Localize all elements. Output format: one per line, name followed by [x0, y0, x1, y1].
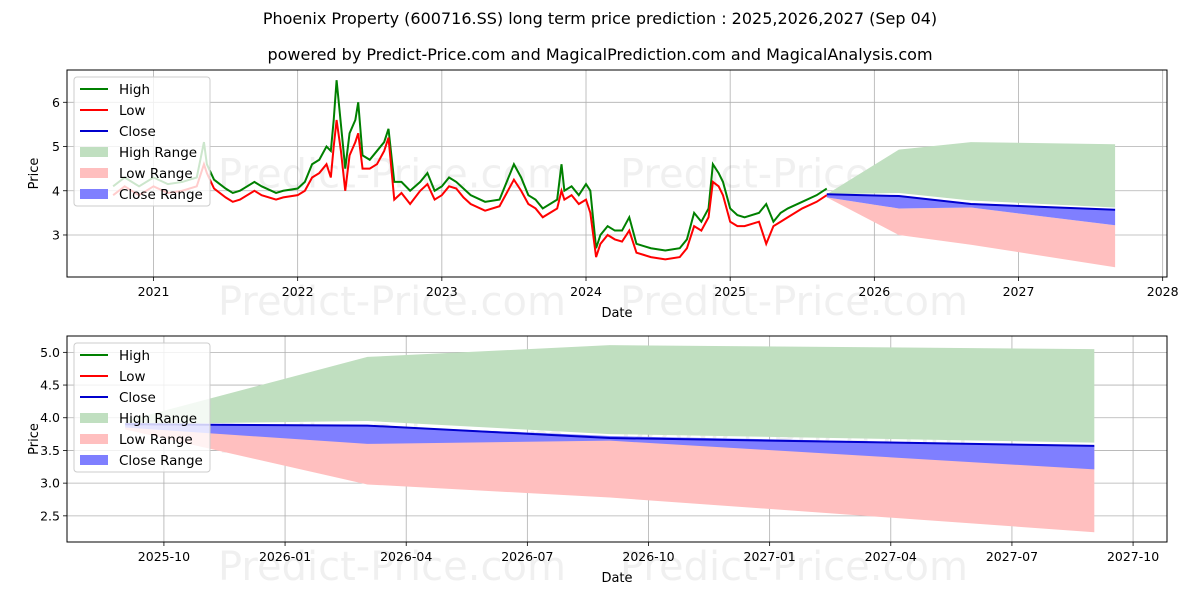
legend-close-range-label: Close Range [119, 187, 203, 203]
legend-high-label: High [119, 82, 150, 98]
x-tick-label: 2021 [138, 284, 170, 299]
y-tick-label: 3.0 [40, 476, 60, 491]
y-tick-label: 6 [52, 95, 60, 110]
chart-subtitle: powered by Predict-Price.com and Magical… [267, 45, 933, 64]
x-tick-label: 2026-01 [259, 549, 311, 564]
y-tick-label: 3 [52, 227, 60, 242]
axes-frame [66, 335, 1168, 543]
y-tick-label: 4.0 [40, 410, 60, 425]
legend-high-label: High [119, 348, 150, 364]
chart-title: Phoenix Property (600716.SS) long term p… [262, 9, 938, 28]
low-range-area [826, 197, 1116, 268]
watermark: Predict-Price.com [218, 279, 566, 325]
x-tick-label: 2026-10 [622, 549, 674, 564]
legend-close-label: Close [119, 124, 156, 140]
watermark: Predict-Price.com [620, 279, 968, 325]
legend-high-range-swatch [80, 147, 108, 157]
x-tick-label: 2027 [1003, 284, 1035, 299]
bottom-chart: 2025-10 2026-01 2026-04 2026-07 2026-10 2027-… [27, 335, 1168, 590]
watermark: Predict-Price.com [620, 544, 968, 590]
legend-high-range-label: High Range [119, 145, 197, 161]
x-tick-label: 2022 [282, 284, 314, 299]
x-tick-label: 2026-04 [380, 549, 432, 564]
legend-close-range-label: Close Range [119, 453, 203, 469]
close-range-area [826, 194, 1116, 226]
x-tick-label: 2028 [1147, 284, 1179, 299]
low-line [112, 119, 828, 261]
legend-high-range-swatch [80, 413, 108, 423]
y-tick-label: 2.5 [40, 508, 60, 523]
legend-close-label: Close [119, 390, 156, 406]
legend-low-range-label: Low Range [119, 432, 193, 448]
x-tick-label: 2025-10 [138, 549, 190, 564]
legend-close-range-swatch [80, 455, 108, 465]
y-tick-label: 3.5 [40, 443, 60, 458]
y-tick-label: 4 [52, 183, 60, 198]
x-tick-label: 2027-01 [744, 549, 796, 564]
high-range-area [826, 142, 1116, 208]
legend-low-label: Low [119, 103, 146, 119]
y-tick-label: 5 [52, 139, 60, 154]
legend: High Low Close High Range Low Range Close Ran… [73, 342, 211, 473]
x-tick-label: 2024 [570, 284, 602, 299]
top-chart: 2021 2022 2023 2024 2025 2026 2027 2028 3 4 5 6 Pred… [27, 69, 1179, 325]
x-axis-label: Date [601, 306, 632, 321]
legend-low-label: Low [119, 369, 146, 385]
high-range-area [125, 345, 1095, 443]
close-line [125, 423, 1095, 447]
y-tick-label: 4.5 [40, 378, 60, 393]
watermark: Predict-Price.com [218, 544, 566, 590]
legend: High Low Close High Range Low Range Close Ran… [73, 76, 211, 207]
legend-low-range-swatch [80, 168, 108, 178]
legend-high-range-label: High Range [119, 411, 197, 427]
legend-low-range-swatch [80, 434, 108, 444]
axes-frame [66, 69, 1168, 278]
x-tick-label: 2023 [426, 284, 458, 299]
y-axis-label: Price [27, 158, 42, 190]
x-axis-label: Date [601, 571, 632, 586]
high-line [112, 80, 828, 252]
y-axis-label: Price [27, 423, 42, 455]
legend-close-range-swatch [80, 189, 108, 199]
x-tick-label: 2026-07 [501, 549, 553, 564]
close-line [826, 193, 1116, 211]
x-tick-label: 2027-04 [865, 549, 917, 564]
x-tick-label: 2027-07 [986, 549, 1038, 564]
legend-low-range-label: Low Range [119, 166, 193, 182]
x-tick-label: 2025 [714, 284, 746, 299]
x-tick-label: 2026 [858, 284, 890, 299]
close-range-area [125, 422, 1095, 470]
y-tick-label: 5.0 [40, 345, 60, 360]
x-tick-label: 2027-10 [1107, 549, 1159, 564]
